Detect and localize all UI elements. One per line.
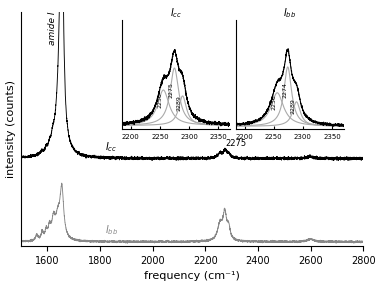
Y-axis label: intensity (counts): intensity (counts) [6, 80, 16, 178]
Text: $I_{bb}$: $I_{bb}$ [105, 224, 118, 237]
X-axis label: frequency (cm⁻¹): frequency (cm⁻¹) [144, 272, 240, 282]
Text: amide I: amide I [48, 11, 57, 44]
Text: $I_{cc}$: $I_{cc}$ [105, 140, 118, 154]
Text: 2275: 2275 [226, 139, 247, 148]
